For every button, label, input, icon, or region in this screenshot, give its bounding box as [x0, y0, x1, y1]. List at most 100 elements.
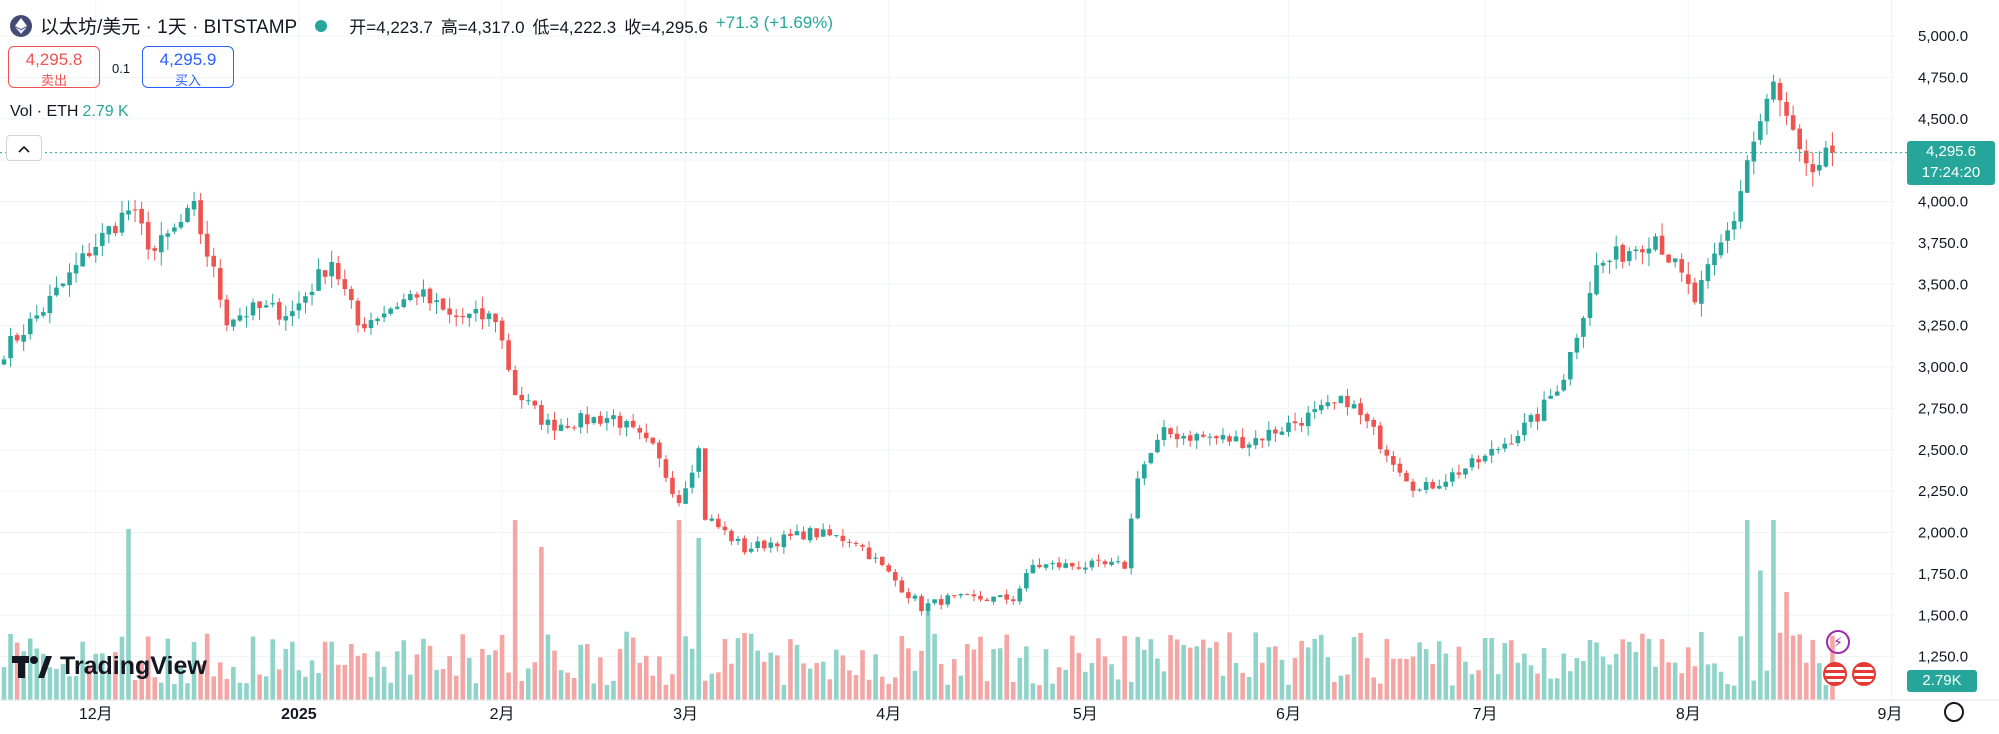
y-tick-label: 4,500.0: [1918, 111, 1968, 128]
last-volume-tag: 2.79K: [1907, 670, 1977, 692]
sell-button[interactable]: 4,295.8 卖出: [8, 46, 100, 88]
candle-body: [1233, 436, 1239, 442]
candle-body: [316, 269, 321, 291]
candle-body: [139, 208, 144, 224]
volume-bar: [925, 610, 931, 700]
volume-bar: [198, 664, 203, 700]
volume-bar: [1056, 667, 1062, 700]
candle-body: [290, 311, 295, 317]
volume-bar: [290, 641, 295, 700]
volume-bar: [689, 648, 695, 700]
candle-body: [670, 477, 675, 495]
candle-body: [486, 313, 492, 320]
volume-bar: [296, 670, 302, 700]
symbol-title[interactable]: 以太坊/美元 · 1天 · BITSTAMP: [40, 17, 298, 38]
candle-body: [263, 305, 269, 308]
us-flag-icon[interactable]: [1823, 662, 1847, 686]
volume-bar: [991, 649, 996, 700]
candle-body: [1142, 464, 1147, 479]
volume-bar: [1338, 675, 1344, 700]
volume-bar: [263, 676, 269, 700]
volume-bar: [1391, 658, 1396, 700]
volume-bar: [827, 679, 833, 700]
candle-body: [493, 313, 498, 323]
candle-body: [1817, 164, 1822, 171]
volume-bar: [145, 636, 151, 700]
settings-icon[interactable]: [1944, 702, 1964, 722]
y-axis-labels: 5,000.04,750.04,500.04,250.04,000.03,750…: [1918, 28, 1968, 666]
volume-bar: [657, 656, 662, 700]
volume-bar: [434, 669, 439, 700]
candle-body: [1338, 396, 1344, 404]
volume-bar: [1148, 639, 1154, 700]
candle-body: [578, 413, 584, 428]
y-tick-label: 2,500.0: [1918, 442, 1968, 459]
volume-bar: [1351, 637, 1357, 700]
volume-bar: [951, 659, 957, 700]
collapse-legend-button[interactable]: [6, 135, 42, 161]
volume-bar: [1279, 659, 1285, 700]
candle-body: [1423, 482, 1429, 490]
volume-bar: [1561, 653, 1567, 700]
candle-body: [217, 268, 223, 300]
candle-body: [93, 246, 99, 256]
candle-body: [866, 547, 872, 560]
candle-body: [1528, 415, 1534, 422]
tradingview-logo[interactable]: TradingView: [12, 652, 207, 681]
volume-bar: [86, 667, 92, 700]
candle-body: [355, 300, 361, 326]
volume-bar: [984, 681, 990, 700]
volume-bar: [1037, 685, 1042, 700]
candle-body: [1, 359, 7, 365]
candle-body: [906, 592, 911, 599]
volume-bar: [1332, 681, 1337, 700]
candle-body: [8, 335, 13, 359]
volume-bar: [1666, 662, 1671, 700]
buy-button[interactable]: 4,295.9 买入: [142, 46, 234, 88]
open-value: 开=4,223.7: [349, 18, 433, 37]
volume-bar: [1633, 651, 1639, 700]
candle-body: [978, 595, 983, 600]
candle-body: [965, 594, 970, 596]
candle-body: [414, 294, 420, 298]
volume-bar: [427, 645, 433, 700]
candle-body: [1823, 147, 1829, 167]
candle-body: [1364, 414, 1370, 422]
flash-icon[interactable]: ⚡: [1826, 630, 1850, 654]
volume-bar: [1587, 639, 1593, 700]
candle-body: [1633, 249, 1639, 252]
volume-bar: [394, 651, 400, 700]
candle-body: [1777, 82, 1783, 101]
volume-bar: [1548, 678, 1553, 700]
candle-body: [565, 425, 570, 428]
volume-bar: [1764, 670, 1770, 700]
x-tick-label: 9月: [1878, 706, 1903, 723]
volume-bar: [519, 681, 525, 700]
candle-body: [1666, 254, 1671, 263]
volume-bar: [375, 651, 380, 700]
volume-bar: [696, 538, 701, 700]
volume-bar: [408, 674, 413, 700]
candle-body: [172, 227, 177, 232]
candle-body: [853, 542, 859, 545]
volume-bar: [27, 638, 33, 700]
y-tick-label: 2,250.0: [1918, 483, 1968, 500]
volume-bar: [1541, 647, 1547, 700]
candle-body: [886, 565, 892, 572]
volume-bar: [1653, 666, 1658, 700]
volume-bar: [421, 638, 426, 700]
volume-bar: [801, 663, 806, 700]
candle-body: [991, 596, 996, 602]
volume-bar: [185, 683, 190, 700]
volume-bar: [467, 657, 472, 700]
volume-bar: [1089, 663, 1095, 700]
us-flag-icon[interactable]: [1852, 662, 1876, 686]
candle-body: [1830, 145, 1835, 153]
volume-bar: [1620, 639, 1626, 700]
candle-body: [1548, 395, 1553, 399]
candle-body: [1253, 438, 1259, 446]
volume-bar: [722, 639, 728, 700]
volume-bar: [853, 675, 859, 700]
candle-body: [394, 306, 400, 309]
